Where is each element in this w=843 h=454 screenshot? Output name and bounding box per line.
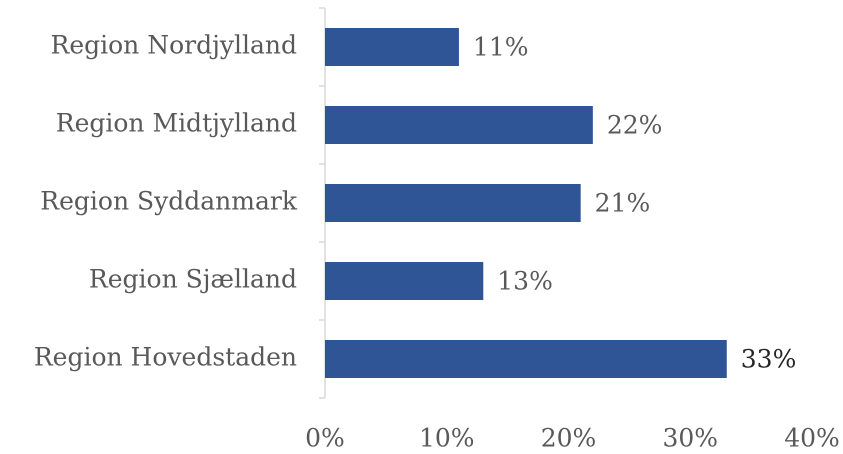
x-tick-label: 0% [305, 424, 345, 453]
x-tick-label: 10% [419, 424, 475, 453]
y-tick-label: Region Midtjylland [56, 109, 297, 138]
bar [325, 184, 581, 222]
y-tick-label: Region Hovedstaden [34, 343, 297, 372]
value-label: 11% [473, 33, 529, 62]
y-tick-label: Region Syddanmark [40, 187, 298, 216]
x-tick-label: 20% [541, 424, 597, 453]
y-tick-label: Region Sjælland [89, 265, 297, 294]
x-tick-label: 40% [784, 424, 840, 453]
y-tick-label: Region Nordjylland [51, 31, 297, 60]
x-tick-label: 30% [662, 424, 718, 453]
value-label: 33% [741, 345, 797, 374]
bar [325, 340, 727, 378]
bar [325, 262, 484, 300]
value-label: 21% [595, 189, 651, 218]
value-label: 22% [607, 111, 663, 140]
bar [325, 106, 593, 144]
bar [325, 28, 459, 66]
value-label: 13% [497, 267, 553, 296]
